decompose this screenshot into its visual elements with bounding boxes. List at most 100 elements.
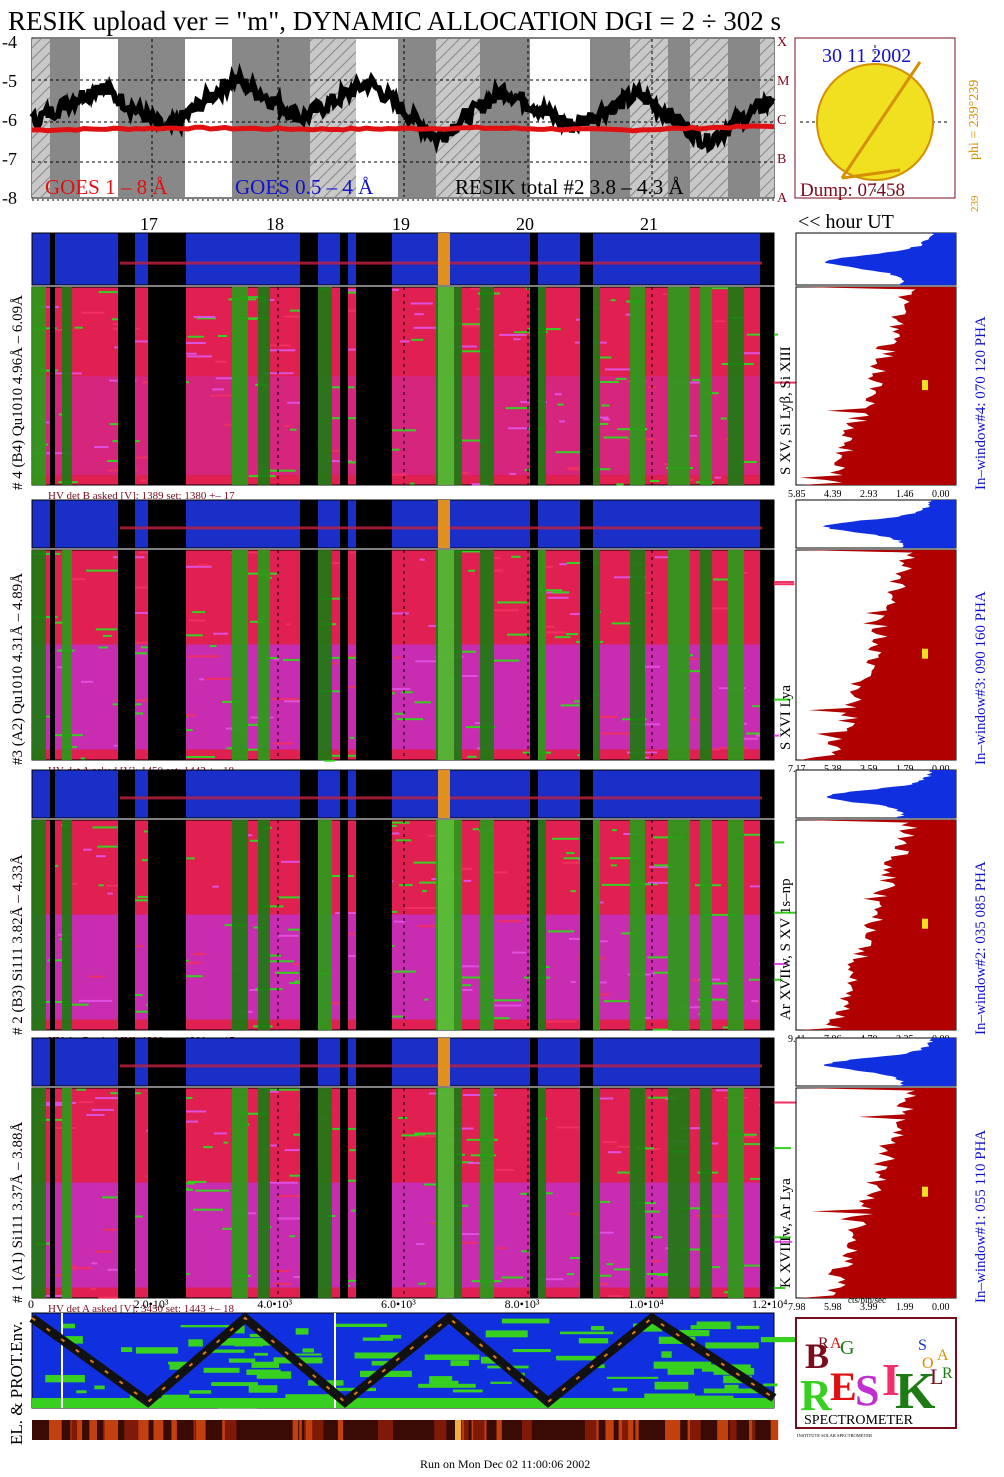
- env-mark: [76, 1390, 87, 1394]
- env-x-tick: 6.0•10³: [381, 1297, 416, 1311]
- pha-histogram: [823, 1038, 956, 1086]
- env-mark: [556, 1355, 596, 1359]
- env-mark: [678, 1330, 710, 1337]
- line-label: S XV, Si Lyβ, Si XIII: [778, 346, 794, 475]
- svg-text:S: S: [918, 1337, 927, 1354]
- env-mark: [246, 1369, 281, 1375]
- env-mark: [424, 1354, 480, 1360]
- env-mark: [168, 1361, 196, 1365]
- svg-text:L: L: [930, 1364, 943, 1389]
- env-mark: [211, 1382, 258, 1386]
- hour-axis: 17 18 19 20 21: [32, 199, 774, 234]
- goes-y-tick: -5: [2, 71, 17, 91]
- env-x-tick: 8.0•10³: [505, 1297, 540, 1311]
- goes-stripe: [436, 39, 480, 197]
- env-mark: [760, 1337, 800, 1343]
- goes-y-tick: -4: [2, 32, 17, 52]
- env-mark: [135, 1347, 178, 1354]
- env-mark: [452, 1389, 483, 1393]
- svg-text:O: O: [922, 1355, 934, 1372]
- detector-label: #3 (A2) Qu1010 4.31Å – 4.89Å: [10, 573, 26, 765]
- page-title: RESIK upload ver = "m", DYNAMIC ALLOCATI…: [8, 6, 781, 36]
- env-x-tick: 2.0•10³: [134, 1297, 169, 1311]
- goes-stripe: [760, 39, 774, 197]
- phi-label: phi = 239°239: [967, 80, 982, 160]
- env-mark: [256, 1371, 292, 1379]
- pha-strip: [31, 769, 775, 819]
- sun-date: 30 11 2002: [822, 45, 911, 67]
- env-mark: [685, 1395, 734, 1399]
- pha-histogram: [822, 500, 956, 548]
- env-mark: [429, 1376, 453, 1384]
- detector-label: # 1 (A1) Si111 3.37Å – 3.88Å: [10, 1121, 26, 1303]
- svg-text:A: A: [830, 1335, 842, 1352]
- environment-panel: 0 2.0•10³ 4.0•10³ 6.0•10³ 8.0•10³ 1.0•10⁴ 1.2•…: [7, 1297, 800, 1445]
- env-mark: [642, 1326, 657, 1330]
- env-mark: [254, 1352, 268, 1356]
- spectrogram-panels: HV det B asked [V]: 1389 set: 1380 +– 17…: [10, 232, 989, 1315]
- env-mark: [285, 1394, 334, 1399]
- line-label: Ar XVIIw, S XV 1s–np: [778, 878, 794, 1020]
- hour-tick: 20: [516, 214, 534, 234]
- hist-tick: 5.98: [824, 1302, 842, 1313]
- goes-class-label: A: [777, 191, 788, 206]
- svg-text:A: A: [937, 1347, 949, 1364]
- hist-tick: 1.99: [896, 1302, 914, 1313]
- goes-y-tick: -8: [2, 188, 17, 208]
- goes-long-line: [31, 123, 775, 134]
- pha-strip: [31, 499, 775, 549]
- env-mark: [207, 1349, 245, 1353]
- window-label: In–window#2: 035 085 PHA: [973, 861, 989, 1035]
- footer-run-date: Run on Mon Dec 02 11:00:06 2002: [420, 1457, 590, 1471]
- svg-text:K: K: [895, 1363, 936, 1420]
- env-mark: [45, 1375, 85, 1383]
- goes-y-ticks: -4 -5 -6 -7 -8: [2, 32, 17, 208]
- env-mark: [251, 1361, 279, 1368]
- env-mark: [94, 1385, 105, 1390]
- window-label: In–window#4: 070 120 PHA: [973, 316, 989, 490]
- goes-stripe: [480, 39, 530, 197]
- hour-tick: 21: [640, 214, 658, 234]
- svg-text:E: E: [830, 1364, 857, 1409]
- line-label: K XVIIIw, Ar Lya: [778, 1178, 794, 1288]
- window-label: In–window#3: 090 160 PHA: [973, 591, 989, 765]
- env-mark: [228, 1358, 256, 1363]
- detector-label: # 2 (B3) Si111 3.82Å – 4.33Å: [10, 854, 26, 1035]
- env-mark: [578, 1338, 609, 1344]
- hist-xlabel: cts/bin/sec: [848, 1295, 886, 1305]
- goes-class-label: M: [777, 74, 790, 89]
- hist-tick: 4.39: [824, 489, 842, 500]
- env-mark: [380, 1334, 402, 1339]
- env-mark: [690, 1325, 700, 1330]
- panel-3: HV det A asked [V]: 1450 set: 1443 +– 18…: [10, 499, 989, 777]
- hv-label: HV det B asked [V]: 1389 set: 1380 +– 17: [48, 490, 235, 502]
- env-mark: [188, 1339, 203, 1347]
- goes-class-label: C: [777, 113, 786, 128]
- env-mark: [661, 1351, 672, 1358]
- orbit-zigzag-hot: [31, 1316, 775, 1404]
- env-mark: [481, 1356, 501, 1364]
- env-mark: [362, 1337, 393, 1341]
- env-label: EL. & PROT.Env.: [7, 1321, 26, 1445]
- env-mark: [234, 1339, 263, 1347]
- hour-tick: 17: [140, 214, 158, 234]
- legend-goes-short: GOES 0.5 – 4 Å: [235, 175, 374, 199]
- legend-goes-long: GOES 1 – 8 Å: [45, 175, 168, 199]
- hour-axis-label: << hour UT: [798, 211, 894, 233]
- svg-text:I: I: [882, 1354, 900, 1405]
- goes-stripe: [356, 39, 398, 197]
- env-mark: [302, 1348, 314, 1353]
- window-label: In–window#1: 055 110 PHA: [973, 1130, 989, 1303]
- env-mark: [203, 1367, 240, 1373]
- sun-disk: [816, 63, 934, 181]
- spectrum-histogram: [800, 550, 956, 760]
- goes-class-label: X: [777, 35, 787, 50]
- env-mark: [248, 1385, 278, 1393]
- sun-arrow: [840, 61, 922, 179]
- env-mark: [696, 1321, 731, 1330]
- env-mark: [288, 1353, 322, 1356]
- env-mark: [169, 1363, 190, 1370]
- env-mark: [431, 1380, 459, 1387]
- hist-tick: 0.00: [932, 489, 950, 500]
